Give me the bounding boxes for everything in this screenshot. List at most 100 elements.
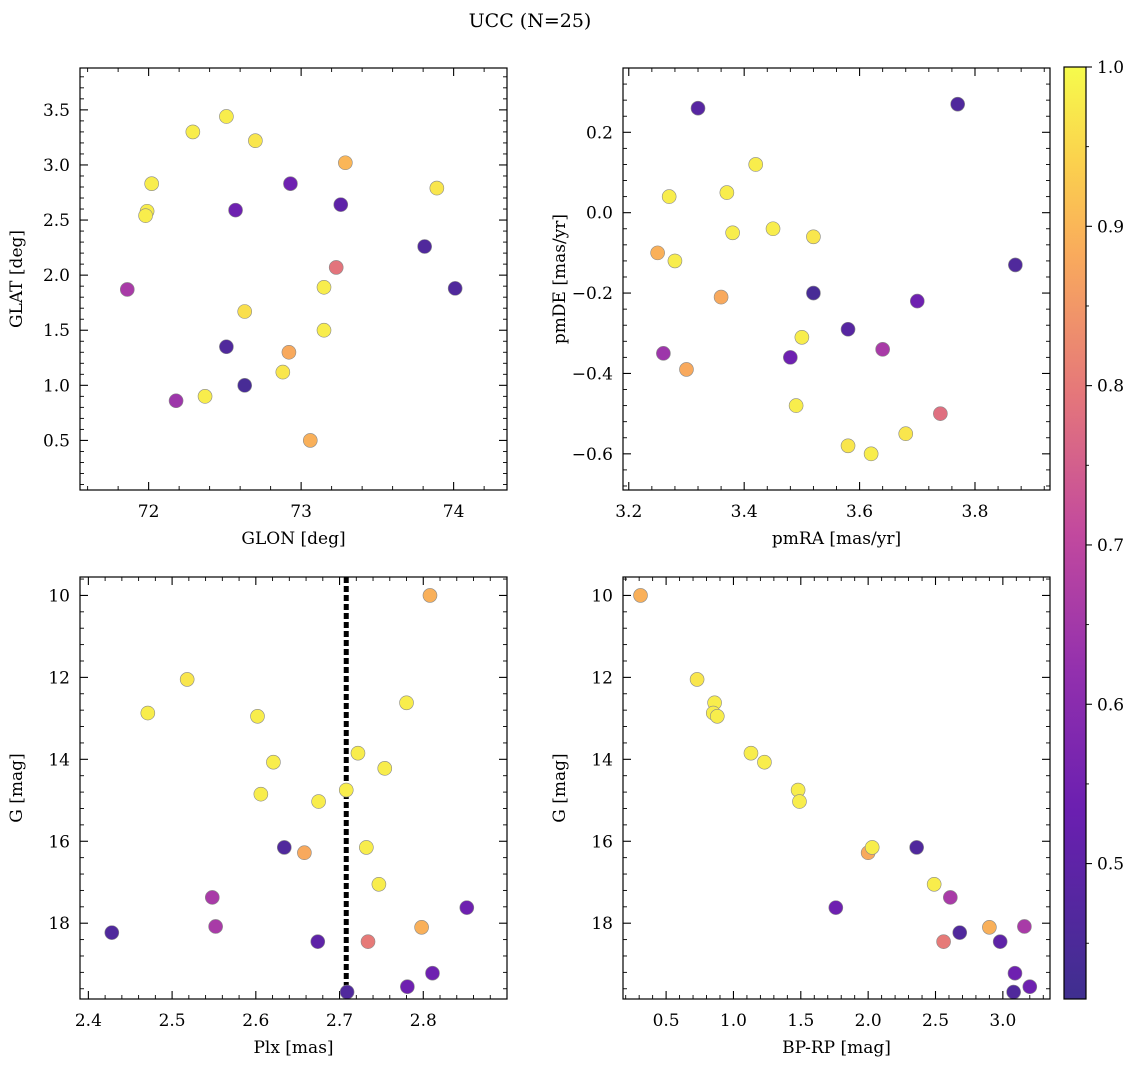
data-point xyxy=(982,920,997,935)
x-tick-label: 2.0 xyxy=(855,1011,882,1031)
colorbar-tick-label: 0.6 xyxy=(1097,695,1124,715)
data-point xyxy=(633,588,648,603)
data-point xyxy=(338,155,353,171)
data-point xyxy=(909,293,925,309)
data-point xyxy=(792,794,807,809)
y-tick-label: 18 xyxy=(48,914,70,934)
panel-bprp-g: 0.5 1.0 1.5 2.0 2.5 3.0 10 12 14 16 18 BP-RP [mag] G… xyxy=(550,576,1051,1058)
data-point xyxy=(863,446,879,462)
data-point xyxy=(316,279,332,295)
y-tick-label: −0.6 xyxy=(572,445,613,465)
axes-frame xyxy=(79,67,508,491)
data-point xyxy=(302,433,318,448)
y-tick-label: 12 xyxy=(591,668,613,688)
data-point xyxy=(250,709,265,724)
y-tick-label: 16 xyxy=(591,832,613,852)
data-point xyxy=(414,920,429,935)
y-tick-label: 18 xyxy=(591,914,613,934)
x-tick-label: 2.8 xyxy=(410,1011,437,1031)
data-point xyxy=(725,225,740,241)
data-point xyxy=(266,754,281,770)
data-point xyxy=(713,289,729,305)
data-point xyxy=(350,745,366,761)
data-point xyxy=(425,965,440,981)
data-point xyxy=(875,342,890,357)
data-point xyxy=(709,709,725,724)
y-tick-label: 14 xyxy=(48,750,70,770)
x-tick-label: 3.6 xyxy=(846,502,873,522)
data-point xyxy=(1017,919,1032,934)
scatter-points xyxy=(119,109,463,448)
colorbar-tick-label: 0.7 xyxy=(1097,536,1124,556)
x-tick-label: 73 xyxy=(290,502,312,522)
data-point xyxy=(311,794,326,809)
y-tick-label: 0.5 xyxy=(43,431,70,451)
data-point xyxy=(650,245,665,261)
y-tick-label: 1.0 xyxy=(43,376,70,396)
data-point xyxy=(339,984,355,1000)
data-point xyxy=(926,876,942,892)
data-point xyxy=(104,925,120,940)
x-tick-label: 3.0 xyxy=(989,1011,1016,1031)
y-axis-label: GLAT [deg] xyxy=(7,230,27,328)
y-tick-label: 10 xyxy=(591,586,613,606)
data-point xyxy=(1022,979,1038,995)
y-tick-label: 2.0 xyxy=(43,266,70,286)
data-point xyxy=(679,362,694,377)
data-point xyxy=(447,281,463,296)
panel-pmra-pmde: 3.2 3.4 3.6 3.8 −0.6 −0.4 −0.2 0.0 0.2 pmRA [mas/… xyxy=(550,67,1051,549)
data-point xyxy=(794,329,810,345)
data-point xyxy=(1008,257,1023,273)
x-tick-label: 0.5 xyxy=(653,1011,680,1031)
x-tick-label: 72 xyxy=(138,502,160,522)
data-point xyxy=(719,185,735,200)
data-point xyxy=(783,350,798,365)
y-axis-label: pmDE [mas/yr] xyxy=(550,214,570,344)
y-tick-label: 12 xyxy=(48,668,70,688)
scatter-points xyxy=(633,588,1038,1000)
data-point xyxy=(138,208,153,223)
y-tick-label: 0.2 xyxy=(586,123,613,143)
colorbar-frame xyxy=(1063,66,1087,1000)
data-point xyxy=(943,890,958,905)
x-axis-label: GLON [deg] xyxy=(241,529,345,549)
data-point xyxy=(429,180,445,196)
x-axis-label: pmRA [mas/yr] xyxy=(772,529,901,549)
data-point xyxy=(140,705,156,721)
y-axis-label: G [mag] xyxy=(550,753,570,822)
data-point xyxy=(119,282,135,297)
colorbar: 0.5 0.6 0.7 0.8 0.9 1.0 xyxy=(1063,58,1124,1000)
data-point xyxy=(253,786,269,802)
data-point xyxy=(179,672,195,687)
figure-title: UCC (N=25) xyxy=(469,10,592,32)
data-point xyxy=(656,346,671,361)
data-point xyxy=(333,197,349,212)
data-point xyxy=(1006,984,1021,1000)
data-point xyxy=(933,406,948,421)
colorbar-tick-label: 0.8 xyxy=(1097,377,1124,397)
colorbar-gradient xyxy=(1064,67,1086,999)
panel-glon-glat: 72 73 74 0.5 1.0 1.5 2.0 2.5 3.0 3.5 GLON [deg] GLA… xyxy=(7,67,508,549)
x-tick-label: 1.5 xyxy=(787,1011,814,1031)
data-point xyxy=(297,845,312,861)
y-tick-label: 2.5 xyxy=(43,211,70,231)
data-point xyxy=(417,239,432,254)
data-point xyxy=(237,304,252,319)
data-point xyxy=(371,876,387,892)
data-point xyxy=(283,176,298,191)
data-point xyxy=(806,285,821,301)
x-tick-label: 2.4 xyxy=(75,1011,102,1031)
x-axis-label: BP-RP [mag] xyxy=(782,1038,891,1058)
data-point xyxy=(248,133,263,149)
x-tick-label: 1.0 xyxy=(720,1011,747,1031)
data-point xyxy=(328,260,344,275)
y-tick-label: 14 xyxy=(591,750,613,770)
data-point xyxy=(757,754,772,770)
data-point xyxy=(204,890,220,905)
x-tick-label: 3.2 xyxy=(615,502,642,522)
data-point xyxy=(690,100,706,116)
data-point xyxy=(459,900,475,915)
y-tick-label: 3.0 xyxy=(43,156,70,176)
data-point xyxy=(689,672,705,687)
